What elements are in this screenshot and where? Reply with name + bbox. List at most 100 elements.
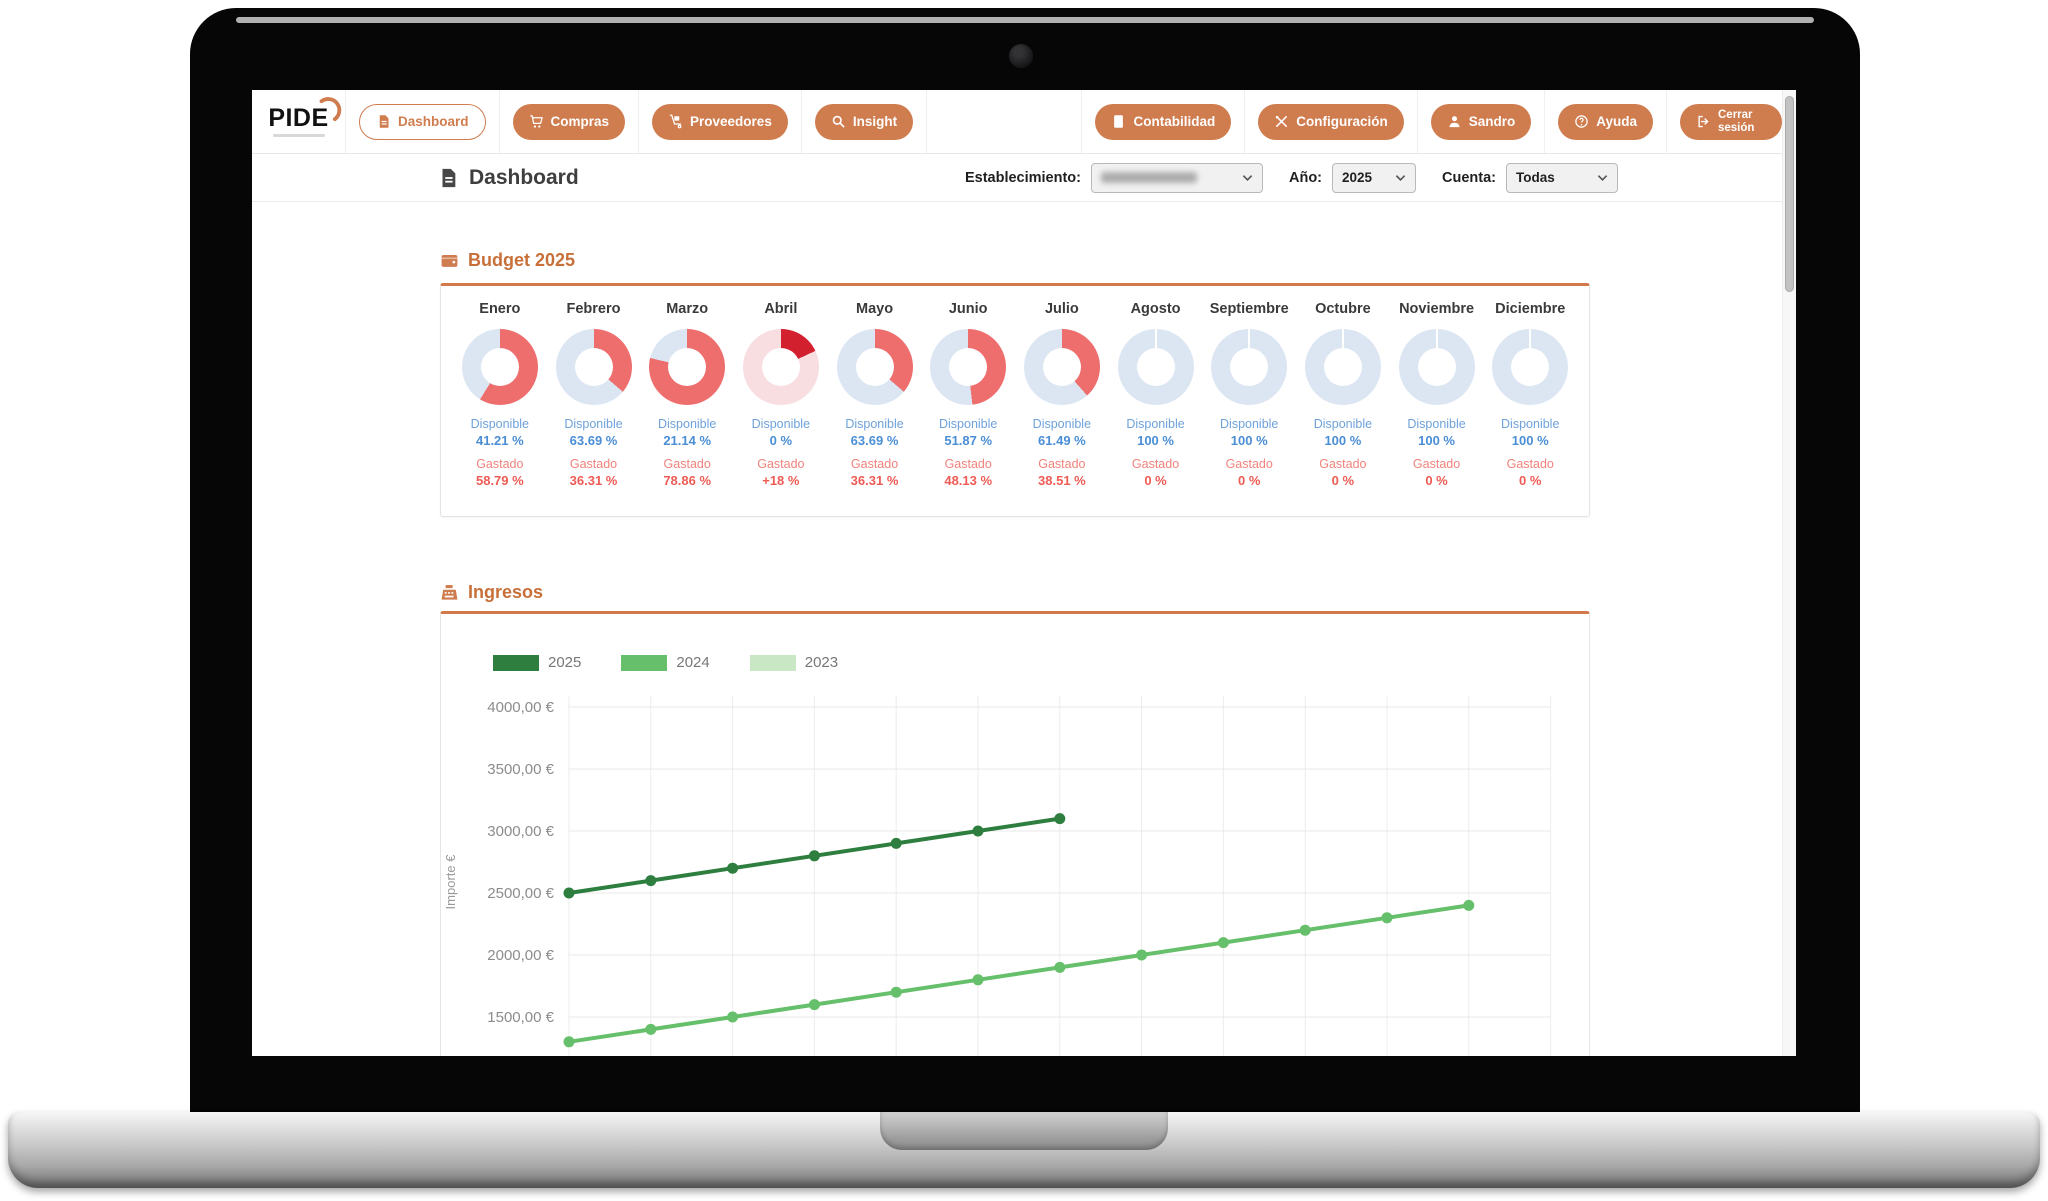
data-point-2024-10[interactable] [1299,924,1311,936]
data-point-2024-3[interactable] [727,1011,739,1023]
month-donut-chart[interactable] [1211,329,1288,405]
search-icon [831,114,846,129]
ano-select[interactable]: 2025 [1332,162,1417,193]
disponible-value: 0 % [769,433,793,448]
nav-button-cerrar-sesion[interactable]: Cerrar sesión [1680,103,1782,140]
ingresos-line-chart[interactable]: 4000,00 € 3500,00 € 3000,00 € 2500,00 € 2000… [441,614,1590,1056]
nav-button-label: Sandro [1468,114,1516,129]
month-donut-chart[interactable] [649,329,726,405]
nav-button-label: Proveedores [690,114,772,129]
nav-button-label: Dashboard [398,114,469,129]
nav-button-proveedores[interactable]: Proveedores [652,103,788,140]
nav-button-configuracion[interactable]: Configuración [1258,103,1404,140]
help-icon [1574,114,1589,129]
data-point-2025-3[interactable] [727,862,739,874]
nav-button-dashboard[interactable]: Dashboard [359,103,486,140]
title-bar: Dashboard Establecimiento: Año: 2025 Cuenta… [252,154,1796,202]
data-point-2024-5[interactable] [890,986,902,998]
legend-item-2025[interactable]: 2025 [493,654,581,671]
data-point-2025-7[interactable] [1054,813,1066,825]
month-name: Abril [764,301,798,317]
logout-icon [1696,114,1711,129]
page-title-text: Dashboard [469,165,579,189]
series-line-2024 [567,903,1471,1044]
month-donut-chart[interactable] [1117,329,1194,405]
nav-button-ayuda[interactable]: Ayuda [1558,103,1653,140]
disponible-value: 41.21 % [475,433,524,448]
nav-cell-ayuda: Ayuda [1545,90,1667,153]
gastado-label: Gastado [944,457,992,471]
gastado-label: Gastado [476,457,524,471]
data-point-2024-1[interactable] [563,1036,575,1048]
budget-month-card: Septiembre Disponible 100 % Gastado 0 % [1202,301,1296,516]
legend-label: 2025 [548,654,582,671]
chart-legend: 2025 2024 2023 [493,654,838,671]
data-point-2025-5[interactable] [890,837,902,849]
calculator-icon [1111,114,1126,129]
logo-swoosh-icon [319,97,341,122]
month-donut-chart[interactable] [1398,329,1475,405]
month-donut-chart[interactable] [1492,329,1569,405]
nav-button-label: Ayuda [1596,114,1637,129]
month-donut-chart[interactable] [836,329,913,405]
data-point-2025-4[interactable] [808,850,820,862]
gastado-value: 0 % [1144,473,1167,488]
budget-month-card: Febrero Disponible 63.69 % Gastado 36.31 % [547,301,641,516]
establecimiento-select[interactable] [1091,162,1263,193]
disponible-label: Disponible [1407,417,1466,431]
legend-item-2023[interactable]: 2023 [749,654,839,671]
month-donut-chart[interactable] [930,329,1007,405]
budget-section-title: Budget 2025 [468,250,576,270]
disponible-label: Disponible [657,417,717,431]
gastado-value: 36.31 % [569,473,618,488]
gastado-label: Gastado [1131,457,1180,471]
month-donut-chart[interactable] [555,329,632,405]
data-point-2024-9[interactable] [1217,937,1229,949]
app-logo[interactable]: PIDE [252,90,346,153]
data-point-2024-12[interactable] [1463,899,1475,911]
month-name: Marzo [666,301,709,317]
legend-label: 2023 [804,654,839,671]
webcam [1009,44,1033,68]
filter-label-establecimiento: Establecimiento: [964,169,1081,186]
budget-month-card: Noviembre Disponible 100 % Gastado 0 % [1390,301,1484,516]
data-point-2025-2[interactable] [645,875,657,887]
nav-right-group: Contabilidad Configuración Sandro Ayuda Cerr… [1082,90,1796,153]
scrollbar-thumb[interactable] [1785,96,1794,292]
budget-panel: Enero Disponible 41.21 % Gastado 58.79 % Febr… [440,283,1590,517]
data-point-2024-4[interactable] [808,999,820,1011]
data-point-2024-7[interactable] [1054,961,1066,973]
nav-button-contabilidad[interactable]: Contabilidad [1095,103,1232,140]
disponible-value: 63.69 % [850,433,899,448]
data-point-2024-8[interactable] [1136,949,1148,961]
data-point-2025-1[interactable] [563,887,575,899]
scrollbar-track[interactable] [1782,90,1796,1056]
data-point-2024-6[interactable] [972,974,984,986]
cuenta-select[interactable]: Todas [1506,162,1618,193]
disponible-value: 100 % [1324,433,1362,448]
month-donut-chart[interactable] [1023,329,1100,405]
month-donut-chart[interactable] [1304,329,1381,405]
data-point-2024-11[interactable] [1381,912,1393,924]
gastado-label: Gastado [663,457,711,471]
nav-button-insight[interactable]: Insight [814,103,914,140]
disponible-label: Disponible [1220,417,1279,431]
nav-cell-configuracion: Configuración [1245,90,1418,153]
budget-month-card: Octubre Disponible 100 % Gastado 0 % [1296,301,1390,516]
wallet-icon [440,251,459,270]
nav-button-compras[interactable]: Compras [512,103,626,140]
month-donut-chart[interactable] [742,329,819,405]
data-point-2025-6[interactable] [972,825,984,837]
disponible-label: Disponible [470,417,530,431]
month-name: Febrero [566,301,621,317]
budget-month-card: Abril Disponible 0 % Gastado +18 % [734,301,828,516]
month-donut-chart[interactable] [461,329,538,405]
nav-cell-compras: Compras [500,90,640,153]
budget-month-card: Junio Disponible 51.87 % Gastado 48.13 % [921,301,1015,516]
nav-cell-dashboard: Dashboard [346,90,500,153]
disponible-label: Disponible [564,417,623,431]
budget-month-card: Mayo Disponible 63.69 % Gastado 36.31 % [828,301,922,516]
legend-item-2024[interactable]: 2024 [621,654,710,671]
data-point-2024-2[interactable] [645,1023,657,1035]
nav-button-sandro[interactable]: Sandro [1430,103,1532,140]
